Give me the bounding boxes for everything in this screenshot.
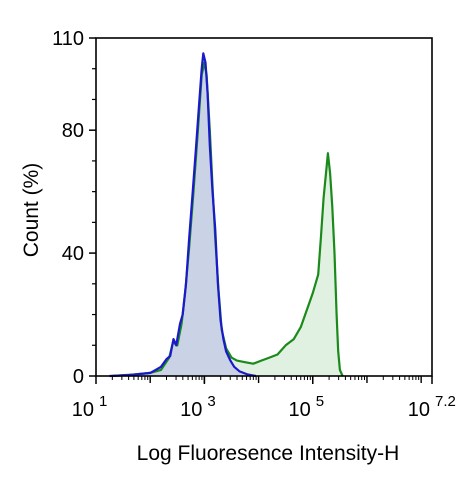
x-tick-base: 10	[72, 399, 94, 421]
x-tick-base: 10	[180, 399, 202, 421]
x-tick-exponent: 5	[316, 393, 324, 410]
y-tick-label: 0	[73, 366, 84, 388]
plot-area	[109, 52, 344, 378]
y-axis-title: Count (%)	[20, 163, 43, 258]
y-tick-label: 110	[52, 28, 84, 50]
x-tick-exponent: 7.2	[435, 393, 456, 410]
x-tick-base: 10	[408, 399, 430, 421]
x-tick-base: 10	[289, 399, 311, 421]
x-tick-label: 10 5	[289, 393, 325, 421]
series-1-fill	[109, 53, 256, 377]
plot-frame	[95, 37, 433, 377]
y-tick-label: 80	[62, 120, 84, 142]
x-axis-title: Log Fluoresence Intensity-H	[137, 442, 400, 465]
x-tick-exponent: 1	[99, 393, 107, 410]
x-tick-label: 10 1	[72, 393, 108, 421]
series-1-line	[109, 52, 257, 378]
y-tick-label: 40	[62, 243, 84, 265]
series-2-fill	[112, 62, 343, 376]
x-tick-label: 10 7.2	[408, 393, 456, 421]
x-tick-label: 10 3	[180, 393, 216, 421]
x-tick-exponent: 3	[207, 393, 215, 410]
